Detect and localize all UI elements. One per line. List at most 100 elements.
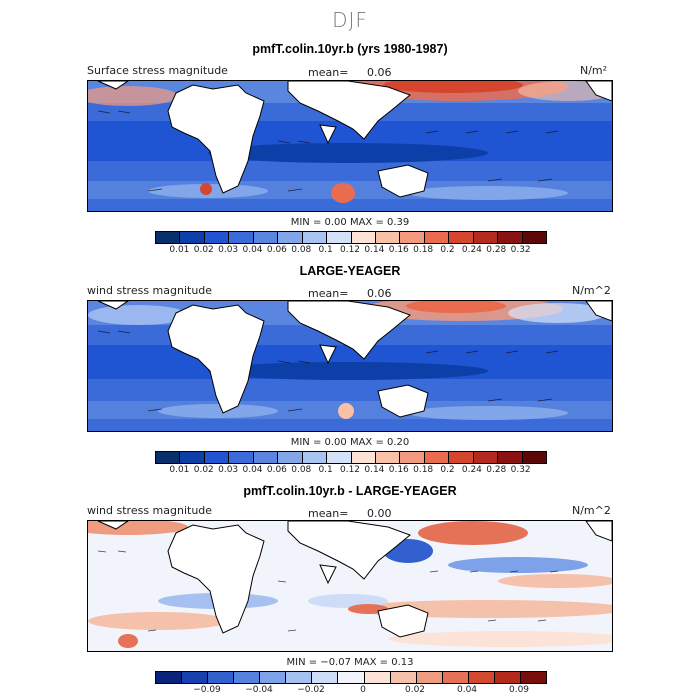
colorbar-swatch (375, 452, 401, 463)
colorbar-tick-label: 0.06 (266, 465, 287, 475)
colorbar-swatch (327, 232, 352, 243)
colorbar-swatch (302, 452, 328, 463)
colorbar-swatch (156, 232, 181, 243)
panel-2-units: N/m^2 (572, 284, 611, 297)
colorbar-tick-label: 0.09 (508, 685, 530, 695)
colorbar-swatch (400, 232, 425, 243)
colorbar-swatch (522, 232, 546, 243)
colorbar-tick-label: 0.02 (193, 245, 214, 255)
panel-3-title: pmfT.colin.10yr.b - LARGE-YEAGER (243, 484, 457, 498)
colorbar-tick-label: 0.14 (364, 465, 385, 475)
colorbar-tick-label: 0.04 (456, 685, 478, 695)
colorbar-tick-label: 0.32 (510, 245, 531, 255)
panel-3-units: N/m^2 (572, 504, 611, 517)
colorbar-tick-label: 0.01 (169, 245, 190, 255)
colorbar-tick-label: 0.08 (291, 465, 312, 475)
colorbar-swatch (522, 452, 546, 463)
colorbar-swatch (327, 452, 352, 463)
colorbar-swatch (442, 672, 469, 683)
panel-1-mean-value: 0.06 (367, 66, 392, 79)
colorbar-swatch (498, 232, 523, 243)
panel-1-variable-label: Surface stress magnitude (87, 64, 228, 77)
colorbar-swatch (253, 232, 279, 243)
colorbar-swatch (473, 452, 499, 463)
colorbar-tick-label: 0.04 (242, 465, 263, 475)
colorbar-swatch (390, 672, 417, 683)
colorbar-swatch (229, 232, 254, 243)
colorbar-tick-label: 0.1 (318, 465, 333, 475)
colorbar-swatch (260, 672, 287, 683)
panel-1-colorbar (155, 231, 547, 244)
colorbar-swatch (156, 672, 183, 683)
colorbar-swatch (351, 452, 376, 463)
colorbar-tick-label: 0.1 (318, 245, 333, 255)
colorbar-tick-label: 0.02 (404, 685, 426, 695)
colorbar-swatch (375, 232, 401, 243)
colorbar-swatch (204, 232, 230, 243)
colorbar-tick-label: 0.24 (461, 465, 482, 475)
colorbar-swatch (473, 232, 499, 243)
colorbar-tick-label: 0.32 (510, 465, 531, 475)
colorbar-swatch (416, 672, 443, 683)
colorbar-tick-label: 0.03 (218, 465, 239, 475)
panel-3-variable-label: wind stress magnitude (87, 504, 213, 517)
panel-3-map (87, 520, 613, 652)
colorbar-swatch (156, 452, 181, 463)
colorbar-swatch (424, 452, 450, 463)
colorbar-tick-label: 0.02 (193, 465, 214, 475)
panel-2-mean-value: 0.06 (367, 287, 392, 300)
figure-title: DJF (332, 8, 368, 32)
colorbar-swatch (204, 452, 230, 463)
colorbar-swatch (278, 452, 303, 463)
colorbar-tick-label: −0.02 (297, 685, 325, 695)
colorbar-swatch (229, 452, 254, 463)
panel-1-title: pmfT.colin.10yr.b (yrs 1980-1987) (252, 42, 448, 56)
colorbar-swatch (286, 672, 313, 683)
panel-3-mean-value: 0.00 (367, 507, 392, 520)
colorbar-tick-label: −0.09 (193, 685, 221, 695)
colorbar-tick-label: 0.12 (339, 465, 361, 475)
colorbar-swatch (312, 672, 339, 683)
panel-2-variable-label: wind stress magnitude (87, 284, 213, 297)
panel-1-units: N/m² (580, 64, 608, 77)
colorbar-tick-label: 0.01 (169, 465, 190, 475)
colorbar-swatch (498, 452, 523, 463)
panel-2-colorbar (155, 451, 547, 464)
colorbar-swatch (180, 232, 205, 243)
panel-2-mean-label: mean= (308, 287, 349, 300)
colorbar-swatch (364, 672, 391, 683)
panel-1-mean-label: mean= (308, 66, 349, 79)
colorbar-swatch (468, 672, 495, 683)
colorbar-swatch (449, 452, 474, 463)
panel-2-colorbar-ticks: 0.01 0.02 0.03 0.04 0.06 0.08 0.1 0.12 0.14 0.16 0… (155, 465, 547, 477)
colorbar-tick-label: 0.28 (486, 245, 507, 255)
colorbar-tick-label: 0.24 (461, 245, 482, 255)
colorbar-swatch (182, 672, 209, 683)
colorbar-tick-label: 0.18 (413, 465, 434, 475)
panel-1-colorbar-ticks: 0.01 0.02 0.03 0.04 0.06 0.08 0.1 0.12 0.14 0.16 0… (155, 245, 547, 257)
colorbar-tick-label: 0.16 (388, 245, 409, 255)
panel-2-minmax: MIN = 0.00 MAX = 0.20 (290, 437, 410, 448)
colorbar-swatch (400, 452, 425, 463)
colorbar-swatch (449, 232, 474, 243)
colorbar-tick-label: 0.12 (339, 245, 361, 255)
colorbar-swatch (278, 232, 303, 243)
colorbar-swatch (424, 232, 450, 243)
panel-3-colorbar-ticks: −0.09 −0.04 −0.02 0 0.02 0.04 0.09 (155, 685, 547, 697)
colorbar-swatch (302, 232, 328, 243)
colorbar-tick-label: 0.03 (218, 245, 239, 255)
colorbar-swatch (338, 672, 365, 683)
colorbar-tick-label: 0.04 (242, 245, 263, 255)
colorbar-tick-label: 0.06 (266, 245, 287, 255)
colorbar-swatch (520, 672, 546, 683)
colorbar-swatch (494, 672, 521, 683)
colorbar-swatch (253, 452, 279, 463)
panel-3-minmax: MIN = −0.07 MAX = 0.13 (286, 657, 414, 668)
colorbar-tick-label: 0.08 (291, 245, 312, 255)
colorbar-tick-label: 0.2 (440, 245, 455, 255)
colorbar-tick-label: 0 (360, 685, 366, 695)
colorbar-tick-label: −0.04 (245, 685, 273, 695)
panel-3-mean-label: mean= (308, 507, 349, 520)
colorbar-swatch (234, 672, 261, 683)
panel-3-colorbar (155, 671, 547, 684)
